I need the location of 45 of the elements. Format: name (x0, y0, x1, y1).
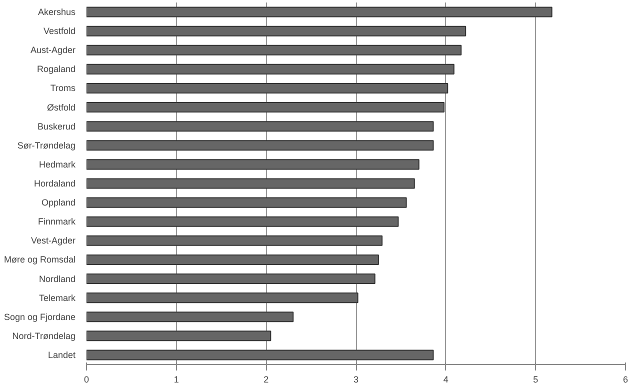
y-tick-label: Hedmark (38, 159, 76, 170)
y-tick-label: Sør-Trøndelag (17, 140, 76, 150)
bar (86, 350, 434, 360)
y-tick-label: Aust-Agder (30, 45, 76, 56)
bar (86, 274, 376, 284)
x-tick-label: 0 (84, 374, 90, 384)
y-tick-label: Landet (48, 350, 76, 360)
bar (86, 26, 466, 36)
x-tick-label: 6 (622, 374, 628, 384)
y-tick-label: Rogaland (36, 64, 76, 74)
bar (86, 235, 383, 246)
y-tick-label: Telemark (38, 292, 76, 303)
bar (86, 102, 445, 113)
y-tick-label: Nord-Trøndelag (12, 330, 76, 341)
bar (86, 159, 420, 170)
y-tick-label: Akershus (38, 7, 76, 18)
y-tick-label: Buskerud (37, 121, 76, 132)
bar (86, 292, 358, 304)
y-tick-label: Troms (50, 83, 76, 94)
x-tick-label: 5 (533, 374, 538, 384)
bar (86, 82, 448, 94)
bar (86, 178, 415, 189)
bar (86, 140, 434, 151)
bar (86, 6, 552, 18)
x-tick-label: 4 (443, 374, 448, 384)
x-tick-label: 1 (174, 374, 179, 384)
bar (86, 330, 272, 342)
y-tick-label: Nordland (38, 274, 76, 284)
y-tick-label: Vest-Agder (30, 236, 76, 246)
bar (86, 312, 294, 322)
bar (86, 121, 434, 132)
bar (86, 64, 454, 74)
y-tick-label: Finnmark (38, 216, 76, 227)
x-tick-label: 3 (353, 374, 359, 384)
y-tick-label: Møre og Romsdal (4, 254, 76, 265)
bar (86, 197, 407, 208)
x-tick-label: 2 (264, 374, 269, 384)
bar (86, 216, 399, 227)
y-tick-label: Hordaland (34, 178, 76, 188)
y-tick-label: Vestfold (43, 26, 76, 36)
y-tick-label: Østfold (46, 102, 76, 112)
y-tick-label: Oppland (41, 198, 76, 208)
y-tick-label: Sogn og Fjordane (4, 312, 76, 322)
bar (86, 254, 379, 265)
bar (86, 44, 462, 56)
